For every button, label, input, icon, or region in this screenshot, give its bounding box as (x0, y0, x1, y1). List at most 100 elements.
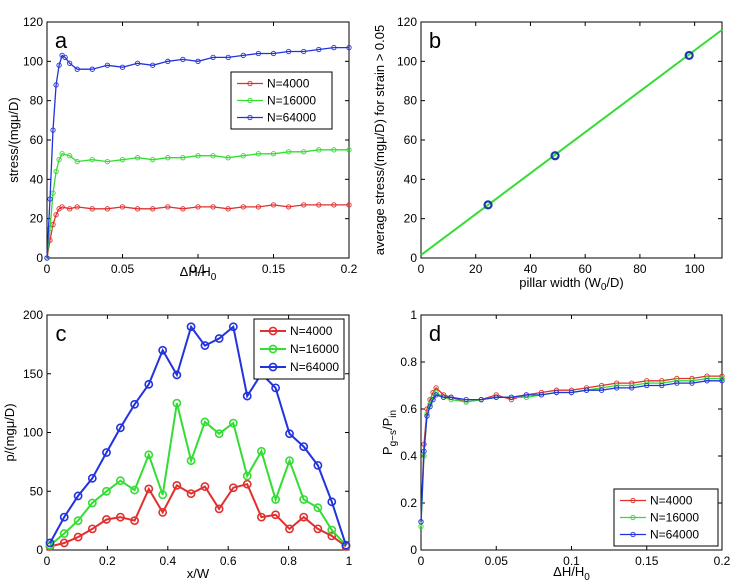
data-point-d-2 (440, 394, 447, 400)
data-point-a-2 (119, 64, 126, 70)
data-point-a-1 (240, 153, 246, 159)
x-axis-label-c: x/W (187, 566, 210, 581)
data-point-c-2 (228, 322, 238, 332)
data-point-d-2 (614, 385, 620, 391)
data-point-a-2 (53, 82, 59, 88)
data-point-c-1 (144, 450, 154, 460)
legend-marker-d (630, 531, 636, 538)
y-tick-label-c: 150 (23, 367, 43, 381)
x-tick-label-a: 0 (44, 262, 51, 276)
data-point-c-2 (313, 460, 323, 470)
y-tick-label-a: 0 (36, 251, 43, 265)
data-point-c-0 (257, 512, 266, 522)
series-line-a-1 (46, 149, 349, 259)
chart-panel-c: 0 0.2 0.4 0.6 0.8 1 0 50 100 150 200 c N=4000 N=16000… (2, 308, 353, 581)
data-point-a-2 (210, 54, 216, 61)
data-point-a-2 (56, 62, 62, 68)
fit-line-b (420, 29, 723, 256)
data-point-a-2 (165, 58, 171, 64)
data-point-c-0 (200, 482, 210, 491)
data-point-c-2 (158, 345, 168, 355)
data-point-d-2 (427, 403, 433, 410)
data-point-c-1 (242, 471, 252, 481)
data-point-c-1 (327, 525, 337, 535)
y-axis-label-mid: /P (380, 418, 395, 430)
data-point-a-0 (270, 202, 277, 208)
data-point-a-2 (301, 48, 307, 55)
x-axis-label-b: pillar width (W0/D) (519, 275, 624, 293)
x-tick-label-d: 0 (418, 554, 425, 568)
y-tick-label-a: 20 (30, 212, 44, 226)
x-tick-label-c: 0.8 (280, 554, 297, 568)
data-point-a-1 (74, 158, 80, 165)
data-point-c-2 (102, 448, 111, 457)
data-point-c-1 (257, 446, 266, 456)
data-point-b (483, 200, 493, 210)
data-point-d-2 (478, 396, 484, 403)
data-point-c-1 (59, 529, 69, 538)
data-point-c-1 (285, 456, 294, 466)
data-point-c-2 (285, 429, 294, 439)
data-point-a-2 (285, 48, 292, 55)
series-line-a-2 (46, 46, 349, 259)
data-point-d-2 (493, 394, 499, 400)
data-point-d-2 (418, 519, 424, 525)
data-point-d-2 (598, 387, 605, 393)
data-point-c-2 (59, 512, 69, 522)
data-point-a-2 (50, 127, 56, 133)
data-point-a-2 (255, 50, 262, 57)
legend-marker-c (268, 362, 278, 372)
data-point-c-0 (186, 489, 196, 498)
data-point-a-1 (119, 157, 126, 163)
legend-entry-d: N=16000 (650, 511, 699, 525)
data-point-d-2 (629, 385, 635, 391)
data-point-d-2 (538, 392, 545, 398)
data-point-d-2 (424, 413, 430, 419)
legend-marker-a (247, 80, 253, 87)
data-point-a-1 (89, 157, 95, 163)
x-tick-label-c: 0.2 (99, 554, 116, 568)
y-tick-label-a: 80 (30, 94, 44, 108)
data-point-c-1 (271, 495, 281, 504)
data-point-a-0 (119, 204, 126, 210)
x-tick-label-c: 0.4 (159, 554, 176, 568)
data-point-a-1 (331, 147, 337, 153)
data-point-c-2 (73, 491, 83, 501)
chart-panel-d: 0 0.05 0.1 0.15 0.2 0 0.2 0.4 0.6 0.8 1d N=4000 N=16… (380, 308, 731, 583)
data-point-c-1 (200, 417, 210, 427)
y-tick-label-b: 120 (397, 15, 417, 29)
x-axis-label-text: ΔH/H (553, 564, 584, 579)
data-point-c-2 (327, 497, 337, 507)
data-point-d-2 (644, 382, 650, 389)
data-point-a-2 (180, 56, 186, 63)
x-tick-label-b: 20 (469, 262, 483, 276)
data-point-d-2 (508, 394, 514, 400)
legend-marker-c (268, 344, 278, 354)
y-axis-label-c: p/(mgμ/D) (2, 403, 17, 461)
x-axis-label-text: pillar width (W (519, 275, 601, 290)
data-point-c-1 (87, 498, 97, 508)
data-point-c-1 (130, 485, 139, 495)
data-point-a-1 (301, 149, 307, 155)
data-point-c-0 (242, 479, 252, 489)
data-point-c-0 (73, 532, 83, 542)
data-point-a-1 (150, 157, 156, 163)
data-point-c-0 (144, 484, 154, 494)
data-point-c-2 (186, 322, 196, 332)
data-point-d-2 (689, 380, 695, 386)
data-point-a-1 (67, 153, 73, 159)
data-point-d-2 (583, 387, 590, 393)
y-tick-label-d: 0.6 (400, 402, 417, 416)
data-point-c-0 (87, 524, 97, 534)
data-point-a-0 (134, 206, 141, 212)
data-point-a-0 (210, 204, 216, 210)
data-point-a-2 (331, 44, 337, 51)
data-point-a-0 (89, 206, 95, 212)
data-point-c-2 (130, 399, 139, 409)
chart-panel-b: 0 20 40 60 80 100 0 20 40 60 80 100 120 b pillar width… (372, 15, 723, 293)
data-point-c-0 (285, 524, 294, 534)
data-point-a-0 (67, 206, 73, 212)
y-tick-label-b: 20 (404, 212, 418, 226)
data-point-a-2 (67, 60, 73, 66)
data-point-a-1 (180, 155, 186, 161)
